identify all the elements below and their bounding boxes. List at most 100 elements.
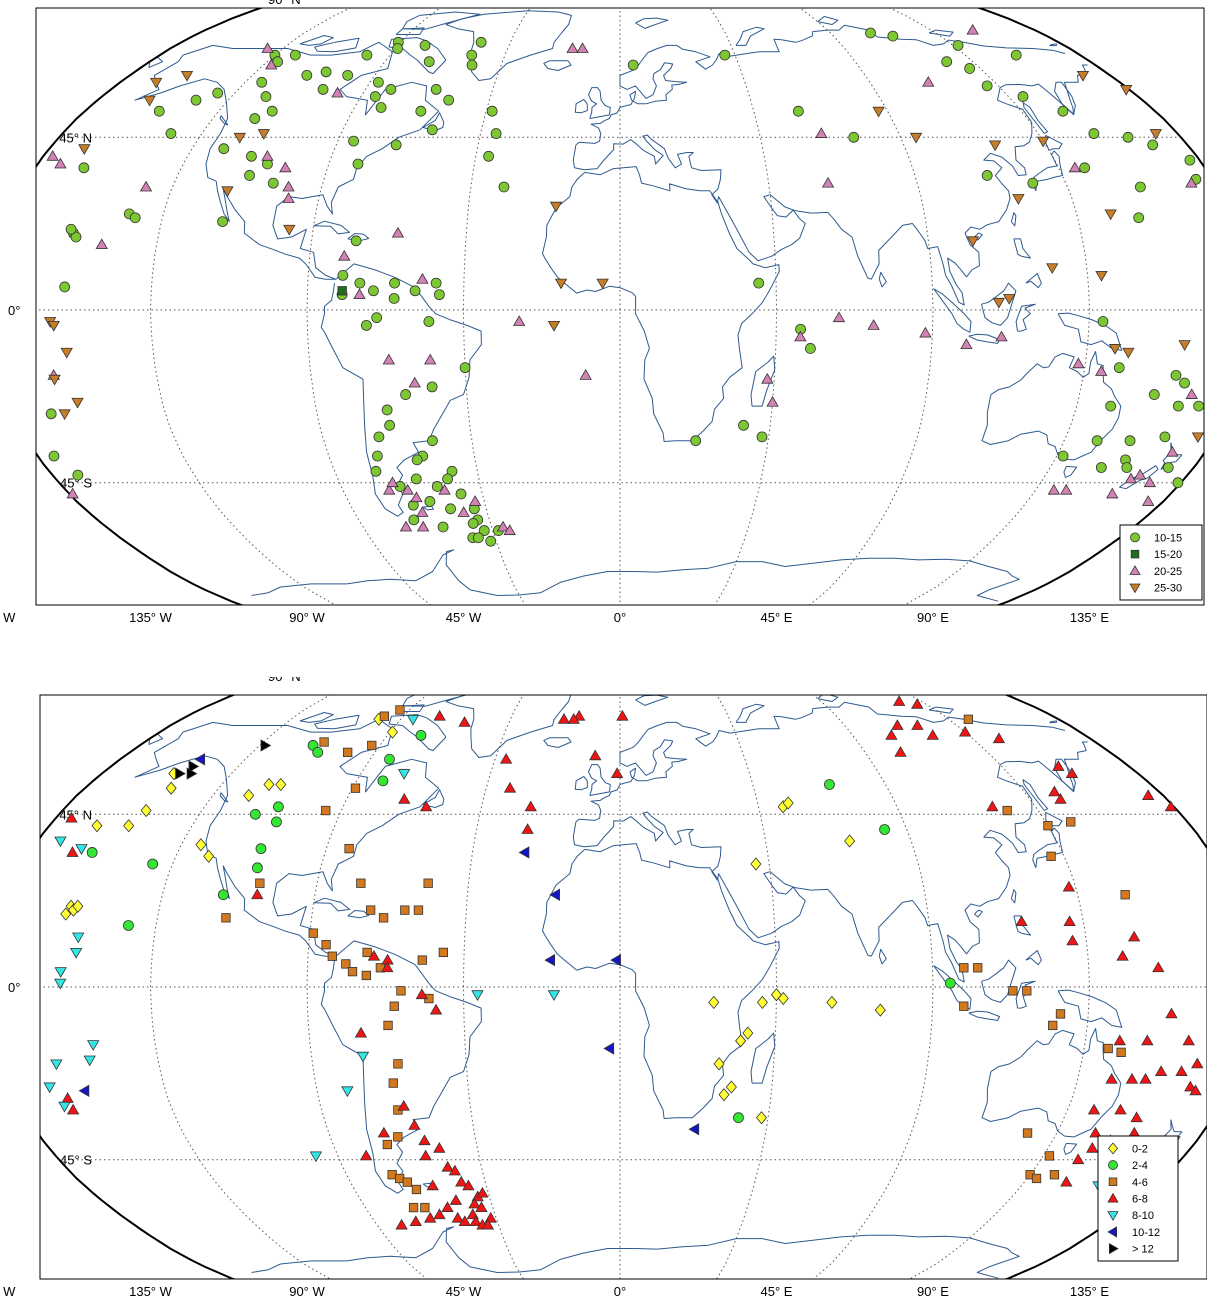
station-marker-10-15 (218, 143, 230, 155)
station-marker-6-8 (419, 1149, 432, 1161)
station-marker-4-6 (1031, 1173, 1042, 1184)
station-marker-2-4 (123, 920, 134, 931)
station-marker-6-8 (992, 732, 1006, 744)
station-marker-20-25 (966, 23, 979, 35)
coastline-svalbard (635, 17, 669, 29)
station-marker-6-8 (885, 729, 898, 740)
station-marker-10-15 (738, 419, 749, 431)
station-marker-20-25 (54, 157, 67, 169)
lon-label: 180° W (0, 1284, 16, 1299)
station-marker-20-25 (95, 238, 108, 250)
station-marker-4-6 (963, 714, 973, 724)
station-marker-25-30 (149, 77, 163, 89)
station-marker-6-8 (1071, 1153, 1085, 1165)
coastline-iceland (543, 737, 572, 748)
coastline-africa (542, 843, 780, 1119)
station-marker-20-25 (1068, 161, 1082, 173)
station-marker-10-15 (410, 473, 422, 485)
station-marker-20-25 (1185, 388, 1198, 399)
lon-label: 0° (614, 610, 626, 625)
coastline-hainan (974, 909, 983, 918)
station-marker-20-25 (513, 315, 526, 326)
legend-label: 10-12 (1132, 1227, 1160, 1239)
station-marker-10-15 (266, 105, 278, 117)
legend: 10-15 15-20 20-25 25-30 (1119, 524, 1203, 601)
station-marker-15-20 (337, 286, 347, 296)
coastline-cuba (313, 897, 351, 912)
station-marker-10-15 (267, 177, 279, 189)
legend-marker (1108, 1177, 1118, 1187)
station-marker-10-12 (603, 1042, 615, 1055)
station-marker-10-15 (371, 312, 383, 324)
station-marker-10-15 (426, 124, 438, 136)
station-marker-8-10 (87, 1040, 100, 1051)
station-marker-6-8 (1015, 915, 1028, 927)
station-marker-4-6 (393, 1059, 403, 1069)
station-marker-4-6 (389, 1001, 399, 1011)
station-marker-6-8 (1127, 930, 1141, 942)
station-marker-0-2 (756, 995, 768, 1010)
station-marker-8-10 (54, 978, 67, 990)
station-marker-4-6 (388, 1078, 398, 1088)
station-marker-10-15 (1134, 181, 1146, 193)
station-marker-20-25 (438, 483, 451, 495)
station-marker-10-15 (78, 162, 90, 174)
globe-edge (36, 8, 264, 605)
station-marker-10-15 (941, 56, 953, 68)
station-marker-6-8 (65, 811, 78, 823)
station-marker-20-25 (139, 180, 153, 192)
coastline-svalbard (635, 695, 669, 706)
station-marker-10-15 (952, 40, 964, 51)
coastline-antarctica (251, 549, 1020, 602)
station-marker-10-15 (72, 469, 84, 481)
station-marker-10-15 (217, 216, 228, 227)
station-marker-0-2 (750, 857, 762, 871)
lon-label: 135° W (129, 1284, 173, 1299)
station-marker-4-6 (379, 711, 390, 721)
station-marker-4-6 (327, 951, 337, 961)
legend-label: 8-10 (1132, 1210, 1154, 1222)
station-marker-6-8 (462, 1179, 475, 1191)
station-marker-4-6 (378, 913, 389, 923)
station-marker-20-25 (1185, 176, 1198, 188)
station-marker-25-30 (1191, 432, 1205, 444)
lon-label: 90° W (289, 610, 325, 625)
station-marker-10-15 (1159, 431, 1171, 443)
station-marker-4-6 (973, 963, 983, 973)
station-marker-10-15 (1097, 316, 1109, 327)
coastline-namerica (134, 718, 440, 957)
station-marker-6-8 (458, 1215, 471, 1227)
station-marker-10-15 (690, 435, 702, 447)
station-marker-6-8 (433, 1208, 446, 1220)
station-marker-10-15 (408, 514, 420, 526)
lon-label: 135° W (129, 610, 173, 625)
station-marker-10-15 (244, 170, 255, 181)
station-marker-6-8 (1066, 934, 1079, 946)
station-marker-4-6 (365, 905, 376, 915)
station-marker-6-8 (1184, 1080, 1197, 1092)
station-marker-6-8 (66, 846, 79, 857)
meridian-line (812, 695, 934, 1279)
station-marker-20-25 (1060, 483, 1073, 495)
coastline-iceland (543, 60, 572, 71)
station-marker-10-15 (212, 87, 224, 99)
station-marker-25-30 (1046, 263, 1059, 275)
station-marker-0-2 (777, 991, 789, 1006)
station-marker-4-6 (1022, 1128, 1033, 1138)
legend-marker (1129, 583, 1141, 594)
station-marker-10-12 (194, 753, 206, 766)
lat-label: 0° (8, 303, 20, 318)
station-points (43, 695, 1204, 1230)
station-marker-2-4 (271, 816, 282, 828)
legend-marker (1107, 1142, 1119, 1155)
station-marker-25-30 (966, 236, 980, 248)
station-marker-0-2 (91, 819, 103, 833)
station-marker-20-25 (496, 520, 510, 532)
station-marker-20-25 (383, 483, 396, 495)
station-marker-10-15 (419, 40, 431, 51)
station-marker-0-2 (708, 995, 720, 1010)
station-marker-6-8 (1054, 792, 1067, 804)
station-marker-6-8 (1182, 1034, 1195, 1046)
station-marker-2-4 (377, 775, 389, 787)
station-marker-6-8 (1141, 1034, 1154, 1046)
